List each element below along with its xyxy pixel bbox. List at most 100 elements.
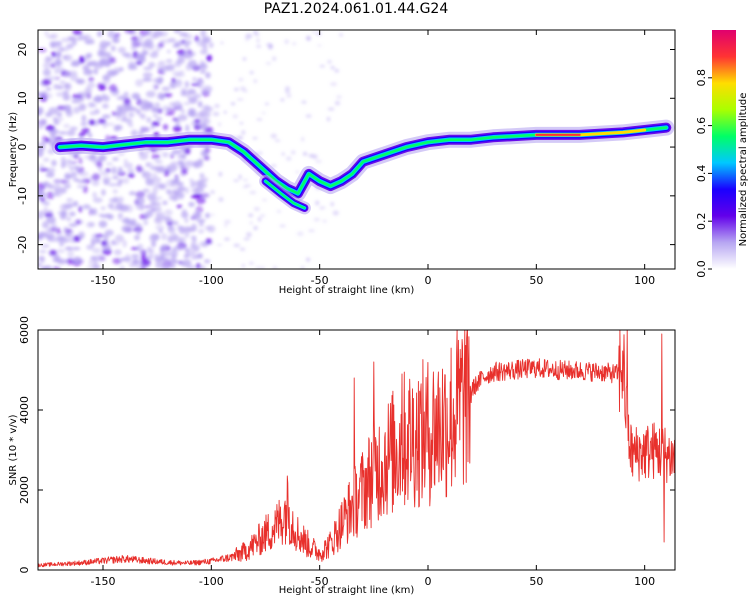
noise-speckle <box>200 150 207 157</box>
noise-speckle <box>60 210 68 216</box>
noise-speckle <box>47 226 56 230</box>
noise-speckle <box>160 65 170 72</box>
noise-speckle <box>161 86 171 92</box>
y-tick-label: -20 <box>16 236 29 254</box>
noise-speckle <box>190 256 199 260</box>
noise-speckle <box>178 260 183 265</box>
noise-speckle <box>308 154 315 158</box>
noise-speckle <box>249 261 254 265</box>
noise-speckle <box>78 231 85 239</box>
noise-speckle <box>68 223 78 227</box>
noise-speckle <box>42 68 51 77</box>
noise-speckle <box>62 182 72 187</box>
colorbar: 0.0 0.2 0.4 0.6 0.8 Normalized spectral ampli… <box>695 30 749 278</box>
noise-speckle <box>46 216 56 224</box>
noise-speckle <box>38 262 42 268</box>
y-axis-label: SNR (10 * v/v) <box>8 414 19 485</box>
noise-speckle <box>75 219 81 225</box>
noise-speckle <box>66 130 76 136</box>
noise-speckle <box>142 72 153 78</box>
noise-speckle <box>316 31 322 36</box>
noise-speckle <box>92 197 103 203</box>
noise-speckle <box>162 151 169 158</box>
noise-speckle <box>105 162 114 166</box>
noise-speckle <box>56 50 62 57</box>
noise-speckle <box>253 30 258 35</box>
noise-speckle <box>264 102 270 106</box>
noise-speckle <box>155 261 164 269</box>
y-tick-label: 20 <box>16 43 29 57</box>
noise-speckle <box>330 82 338 86</box>
noise-speckle <box>54 58 64 67</box>
noise-speckle <box>181 208 187 213</box>
noise-speckle <box>60 156 66 165</box>
noise-speckle <box>239 122 244 125</box>
noise-speckle <box>88 132 93 139</box>
noise-speckle <box>276 210 281 213</box>
noise-speckle <box>78 103 87 111</box>
noise-speckle <box>270 164 277 168</box>
noise-speckle <box>201 192 211 198</box>
noise-speckle <box>98 85 106 91</box>
noise-speckle <box>38 124 44 130</box>
noise-speckle <box>216 243 223 247</box>
noise-speckle <box>135 196 145 205</box>
noise-speckle <box>102 114 111 119</box>
noise-speckle <box>154 160 163 164</box>
x-tick-label: 50 <box>529 274 543 287</box>
noise-speckle <box>339 33 343 37</box>
noise-speckle <box>272 265 278 269</box>
noise-speckle <box>171 149 182 155</box>
noise-speckle <box>69 165 74 172</box>
noise-speckle <box>80 122 88 126</box>
noise-speckle <box>205 212 211 219</box>
noise-speckle <box>96 237 101 244</box>
noise-speckle <box>105 122 115 126</box>
noise-speckle <box>319 206 323 210</box>
noise-speckle <box>82 204 91 210</box>
noise-speckle <box>155 212 160 217</box>
noise-speckle <box>261 111 266 115</box>
noise-speckle <box>199 176 209 183</box>
noise-speckle <box>241 263 245 268</box>
noise-speckle <box>174 178 179 185</box>
noise-speckle <box>151 153 161 160</box>
noise-speckle <box>204 225 212 231</box>
noise-speckle <box>145 178 154 185</box>
noise-speckle <box>176 49 186 56</box>
noise-speckle <box>245 33 253 39</box>
noise-speckle <box>327 60 332 64</box>
noise-speckle <box>86 82 96 89</box>
noise-speckle <box>53 254 61 262</box>
noise-speckle <box>70 61 80 67</box>
noise-speckle <box>165 189 172 195</box>
noise-speckle <box>184 80 190 88</box>
noise-speckle <box>42 62 51 69</box>
noise-speckle <box>108 84 118 92</box>
noise-speckle <box>86 62 94 67</box>
x-tick-label: 0 <box>425 274 432 287</box>
noise-speckle <box>315 159 322 164</box>
noise-speckle <box>119 265 125 269</box>
snr-axes: -150 -100 -50 0 50 100 0 2000 4000 6000 Height of … <box>8 316 676 596</box>
noise-speckle <box>180 166 188 174</box>
noise-speckle <box>107 203 115 209</box>
noise-speckle <box>185 187 190 194</box>
noise-speckle <box>45 125 55 131</box>
noise-speckle <box>141 171 147 176</box>
noise-speckle <box>224 219 231 224</box>
noise-speckle <box>41 265 47 269</box>
noise-speckle <box>44 30 49 36</box>
noise-speckle <box>154 182 164 189</box>
colorbar-tick-label: 0.6 <box>695 117 708 135</box>
noise-speckle <box>256 44 262 49</box>
noise-speckle <box>175 244 185 251</box>
noise-speckle <box>39 191 46 198</box>
noise-speckle <box>115 112 121 121</box>
y-tick-label: 0 <box>16 144 29 151</box>
noise-speckle <box>132 257 139 266</box>
noise-speckle <box>55 45 64 51</box>
noise-speckle <box>161 233 168 241</box>
noise-speckle <box>162 200 168 206</box>
noise-speckle <box>143 103 154 109</box>
